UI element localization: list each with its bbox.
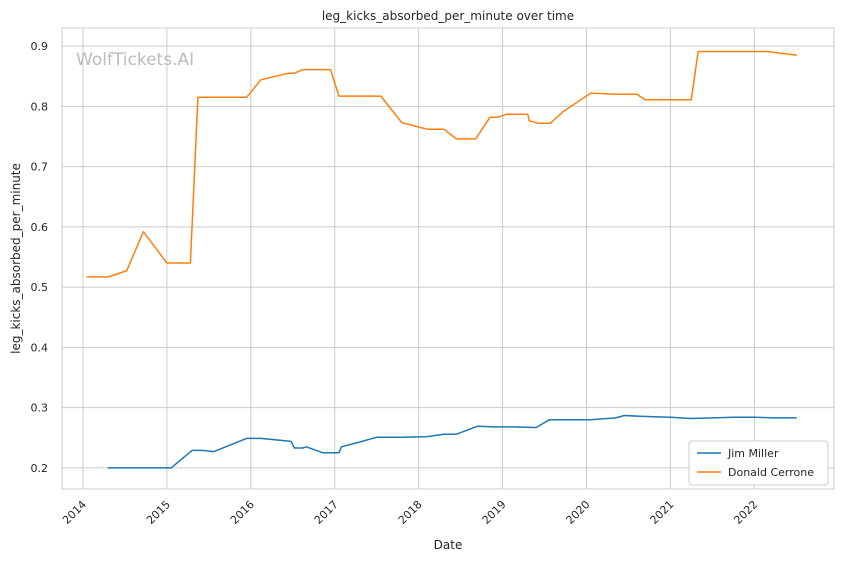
x-axis-label: Date [434, 538, 463, 552]
y-tick-label: 0.9 [31, 40, 49, 53]
legend-label-jim-miller: Jim Miller [727, 447, 779, 460]
y-tick-label: 0.6 [31, 221, 49, 234]
y-tick-label: 0.5 [31, 281, 49, 294]
series-line-donald-cerrone [86, 50, 797, 278]
legend-label-donald-cerrone: Donald Cerrone [728, 466, 814, 479]
series-line-jim-miller [107, 414, 797, 469]
watermark: WolfTickets.AI [76, 50, 194, 70]
y-tick-label: 0.2 [31, 462, 49, 475]
y-tick-label: 0.7 [31, 161, 49, 174]
legend-box [688, 440, 829, 486]
y-axis-ticks: 0.2 0.3 0.4 0.5 0.6 0.7 0.8 0.9 [31, 40, 49, 475]
legend: Jim Miller Donald Cerrone [688, 440, 829, 486]
y-axis-label: leg_kicks_absorbed_per_minute [9, 163, 23, 354]
series-lines [86, 50, 797, 469]
y-tick-label: 0.8 [31, 100, 49, 113]
plot-frame [61, 27, 835, 490]
y-tick-label: 0.4 [31, 341, 49, 354]
y-tick-label: 0.3 [31, 402, 49, 415]
chart-title: leg_kicks_absorbed_per_minute over time [322, 9, 574, 23]
plot-area [62, 28, 834, 489]
